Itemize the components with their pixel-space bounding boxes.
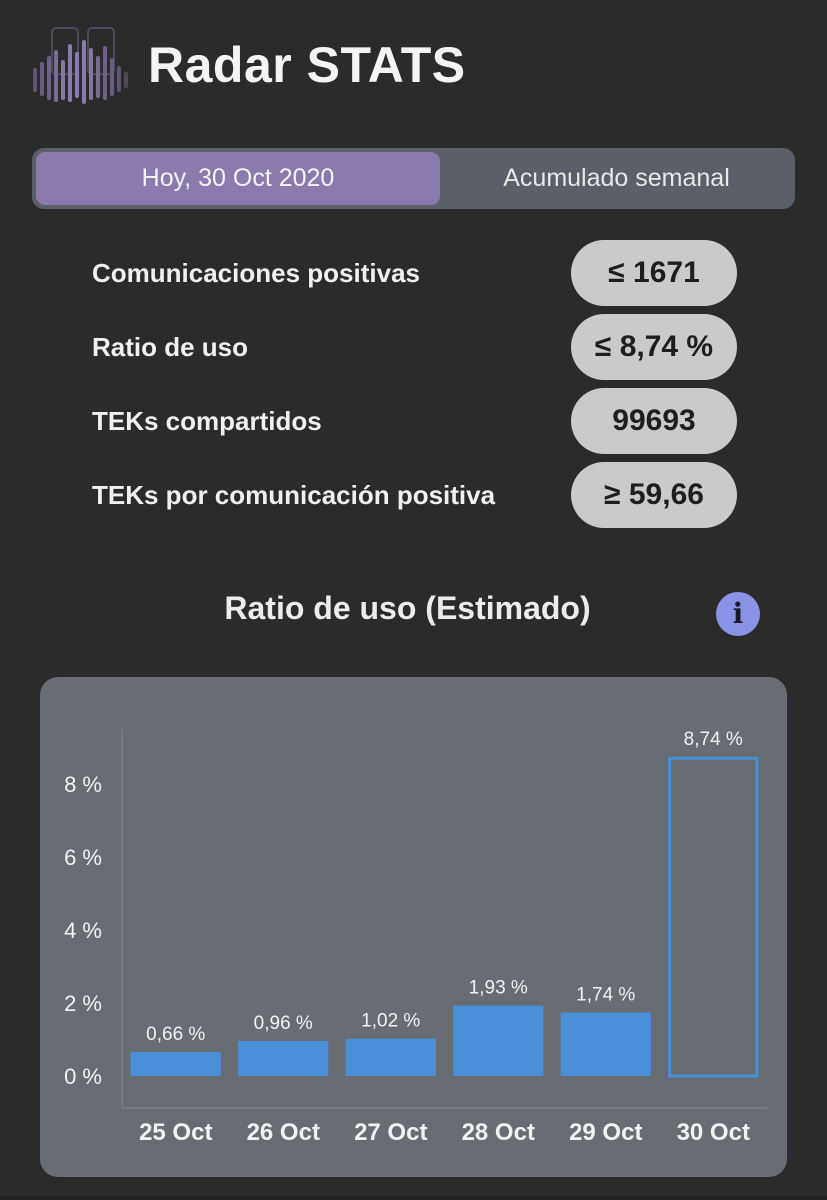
x-tick-label: 30 Oct (677, 1119, 750, 1146)
stat-row-positive-communications: Comunicaciones positivas ≤ 1671 (92, 240, 737, 306)
stat-label: TEKs compartidos (92, 406, 322, 436)
chart-bar (238, 1040, 329, 1076)
stat-row-teks-per-positive: TEKs por comunicación positiva ≥ 59,66 (92, 462, 737, 528)
bar-value-label: 1,74 % (576, 984, 635, 1005)
x-tick-label: 29 Oct (569, 1119, 642, 1146)
bottom-divider (0, 1196, 827, 1200)
bar-value-label: 1,93 % (469, 978, 528, 999)
bar-value-label: 0,66 % (146, 1024, 205, 1045)
chart-section-title: Ratio de uso (Estimado) (224, 590, 591, 626)
chart-bar (560, 1012, 651, 1076)
chart-bar (130, 1051, 221, 1076)
info-icon[interactable]: i (716, 592, 760, 636)
app-title: Radar STATS (148, 37, 466, 93)
stat-label: TEKs por comunicación positiva (92, 480, 496, 510)
chart-bar (345, 1038, 436, 1076)
bar-value-label: 1,02 % (361, 1011, 420, 1032)
stat-row-shared-teks: TEKs compartidos 99693 (92, 388, 737, 454)
y-tick-label: 8 % (64, 772, 102, 797)
x-tick-label: 25 Oct (139, 1119, 212, 1146)
usage-ratio-bar-chart: 0 % 2 % 4 % 6 % 8 % 0,66 % 25 Oct 0,96 % 26 Oct 1… (64, 729, 767, 1146)
bar-value-label: 8,74 % (684, 729, 743, 750)
x-tick-label: 28 Oct (462, 1119, 535, 1146)
tab-weekly-accumulated[interactable]: Acumulado semanal (503, 164, 730, 192)
stat-value-pill: ≥ 59,66 (571, 462, 737, 528)
stat-row-usage-ratio: Ratio de uso ≤ 8,74 % (92, 314, 737, 380)
y-tick-label: 2 % (64, 991, 102, 1016)
usage-ratio-chart-card: 0 % 2 % 4 % 6 % 8 % 0,66 % 25 Oct 0,96 % 26 Oct 1… (40, 677, 787, 1177)
x-tick-label: 27 Oct (354, 1119, 427, 1146)
bar-value-label: 0,96 % (254, 1013, 313, 1034)
stat-value-pill: ≤ 1671 (571, 240, 737, 306)
app-header: Radar STATS (30, 18, 730, 108)
y-tick-label: 4 % (64, 918, 102, 943)
chart-bar (668, 756, 759, 1078)
stat-label: Ratio de uso (92, 332, 249, 362)
radar-bars-logo-icon (33, 27, 128, 104)
x-tick-label: 26 Oct (247, 1119, 320, 1146)
y-tick-label: 6 % (64, 845, 102, 870)
chart-bar (453, 1005, 544, 1076)
y-tick-label: 0 % (64, 1064, 102, 1089)
stat-label: Comunicaciones positivas (92, 258, 420, 288)
stat-value-pill: 99693 (571, 388, 737, 454)
tab-today[interactable]: Hoy, 30 Oct 2020 (36, 152, 440, 205)
stat-value-pill: ≤ 8,74 % (571, 314, 737, 380)
period-segmented-control: Hoy, 30 Oct 2020 Acumulado semanal (32, 148, 795, 209)
